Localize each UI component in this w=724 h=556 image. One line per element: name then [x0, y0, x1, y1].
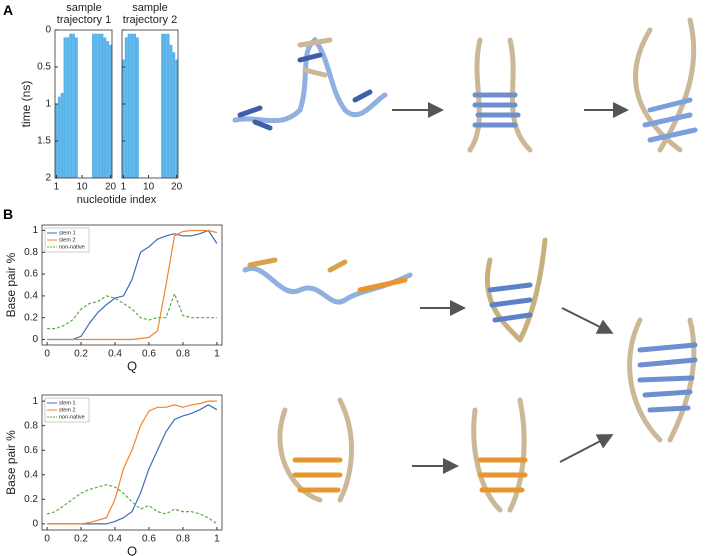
x-tick-label: 0.2 [74, 349, 88, 360]
panel-label: A [3, 2, 14, 18]
x-tick-label: 0 [44, 534, 50, 545]
bar [72, 33, 75, 179]
y-tick-label: 1 [32, 225, 38, 236]
bar [100, 33, 104, 179]
x-axis-label: Q [127, 358, 137, 373]
y-tick-label: 0.2 [24, 312, 38, 323]
y-tick-label: 0 [32, 334, 38, 345]
legend-label: stem 1 [59, 230, 76, 236]
x-tick-label: 0.8 [176, 534, 190, 545]
bar [66, 37, 70, 179]
bar [172, 52, 176, 179]
y-tick-label: 0.8 [24, 247, 38, 258]
y-axis-label: Base pair % [4, 430, 18, 495]
series-line [46, 483, 218, 525]
y-tick-label: 2 [45, 173, 51, 184]
series-line [47, 400, 217, 525]
x-tick-label: 0 [44, 349, 50, 360]
legend-label: non-native [59, 244, 85, 250]
y-tick-label: 0.8 [24, 420, 38, 431]
bar [122, 59, 125, 178]
x-tick-label: 20 [171, 182, 183, 193]
legend-label: stem 2 [59, 237, 76, 243]
y-tick-label: 0.5 [37, 62, 51, 73]
y-tick-label: 0.6 [24, 445, 38, 456]
bar [127, 33, 131, 179]
plot-frame [41, 224, 223, 346]
bar [133, 33, 136, 179]
bar [109, 44, 112, 178]
y-tick-label: 1 [32, 396, 38, 407]
y-tick-label: 0.2 [24, 494, 38, 505]
legend-label: stem 2 [59, 407, 76, 413]
y-tick-label: 0 [32, 519, 38, 530]
y-axis-label: time (ns) [19, 81, 33, 128]
panel-label: B [3, 206, 14, 222]
bar [166, 33, 170, 179]
x-tick-label: 10 [77, 182, 89, 193]
x-axis-label: nucleotide index [77, 194, 157, 206]
bar [106, 41, 110, 178]
bar [94, 33, 98, 179]
y-axis-label: Base pair % [4, 252, 18, 317]
bar [63, 37, 67, 179]
plot-frame [41, 394, 223, 531]
x-tick-label: 20 [105, 182, 117, 193]
x-tick-label: 1 [214, 349, 220, 360]
bar [164, 33, 167, 179]
y-tick-label: 1 [45, 99, 51, 110]
x-axis-label: Q [127, 543, 137, 556]
x-tick-label: 0.4 [108, 534, 122, 545]
chart-title: sample trajectory 2 [122, 2, 178, 26]
x-tick-label: 1 [214, 534, 220, 545]
chart-title: sample trajectory 1 [56, 2, 112, 26]
x-tick-label: 1 [54, 182, 60, 193]
y-tick-label: 1.5 [37, 136, 51, 147]
x-tick-label: 1 [121, 182, 127, 193]
arrows [392, 102, 629, 474]
x-tick-label: 0.6 [142, 534, 156, 545]
bar [74, 37, 78, 179]
x-tick-label: 0.2 [74, 534, 88, 545]
bar [175, 59, 178, 178]
bar [69, 33, 73, 179]
bar [169, 44, 173, 178]
bar [124, 37, 128, 179]
bar [97, 33, 101, 179]
series-line [47, 229, 218, 341]
y-tick-label: 0 [45, 25, 51, 36]
molecule-structures [232, 17, 698, 513]
series-line [47, 404, 218, 525]
bar [161, 33, 164, 179]
bar [103, 37, 107, 179]
bar [136, 37, 139, 179]
bar [60, 92, 64, 178]
y-tick-label: 0.6 [24, 269, 38, 280]
series-line [47, 291, 217, 330]
bar [92, 33, 95, 179]
series-line [47, 229, 218, 341]
y-tick-label: 0.4 [24, 291, 38, 302]
x-tick-label: 0.4 [108, 349, 122, 360]
bar [130, 33, 134, 179]
x-tick-label: 0.8 [176, 349, 190, 360]
legend-label: stem 1 [59, 400, 76, 406]
bar [57, 96, 61, 178]
x-tick-label: 10 [143, 182, 155, 193]
y-tick-label: 0.4 [24, 469, 38, 480]
legend-label: non-native [59, 414, 85, 420]
x-tick-label: 0.6 [142, 349, 156, 360]
